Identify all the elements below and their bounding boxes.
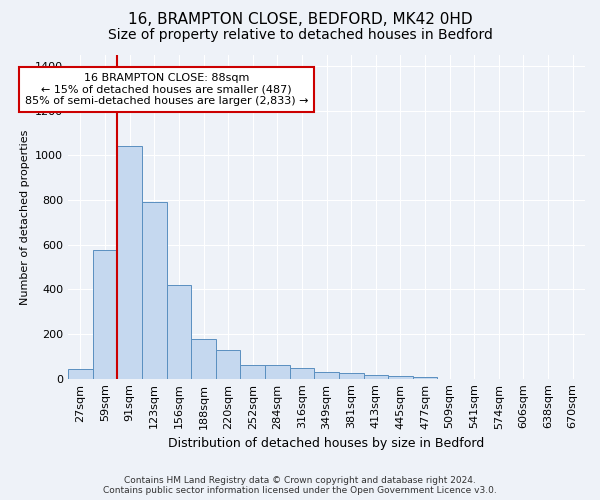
Bar [68,368,93,378]
Text: Contains HM Land Registry data © Crown copyright and database right 2024.
Contai: Contains HM Land Registry data © Crown c… [103,476,497,495]
Bar [413,377,437,378]
X-axis label: Distribution of detached houses by size in Bedford: Distribution of detached houses by size … [169,437,485,450]
Text: 16, BRAMPTON CLOSE, BEDFORD, MK42 0HD: 16, BRAMPTON CLOSE, BEDFORD, MK42 0HD [128,12,472,28]
Bar [314,372,339,378]
Text: 16 BRAMPTON CLOSE: 88sqm
← 15% of detached houses are smaller (487)
85% of semi-: 16 BRAMPTON CLOSE: 88sqm ← 15% of detach… [25,73,308,106]
Bar [167,285,191,378]
Y-axis label: Number of detached properties: Number of detached properties [20,129,29,304]
Bar [118,146,142,378]
Bar [142,202,167,378]
Text: Size of property relative to detached houses in Bedford: Size of property relative to detached ho… [107,28,493,42]
Bar [339,372,364,378]
Bar [93,250,118,378]
Bar [241,366,265,378]
Bar [216,350,241,378]
Bar [388,376,413,378]
Bar [290,368,314,378]
Bar [364,374,388,378]
Bar [265,366,290,378]
Bar [191,339,216,378]
